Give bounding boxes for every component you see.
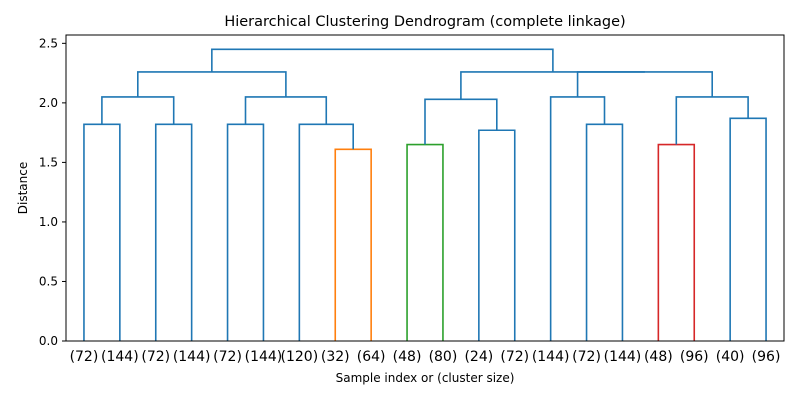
x-tick-label: (144) xyxy=(173,349,211,365)
dendrogram-link-m11 xyxy=(424,98,498,145)
x-axis: (72) (144) (72) (144) (72) (144)(120) (32) (64)… xyxy=(70,349,781,365)
x-tick-label: (24) xyxy=(464,349,493,365)
dendrogram-link-m10 xyxy=(478,129,516,341)
dendrogram-link-m7 xyxy=(244,96,328,125)
dendrogram-link-m12 xyxy=(585,123,624,341)
y-axis: 0.0 0.5 1.0 1.5 2.0 2.5 xyxy=(39,36,66,348)
x-tick-label: (40) xyxy=(716,349,745,365)
y-axis-label: Distance xyxy=(16,162,30,214)
dendrogram-link-m4 xyxy=(226,123,265,341)
x-tick-label: (72) xyxy=(141,349,170,365)
dendrogram-link-m13 xyxy=(549,96,606,341)
x-tick-label: (144) xyxy=(604,349,642,365)
y-tick-label: 0.0 xyxy=(39,334,58,348)
y-tick-label: 2.0 xyxy=(39,96,58,110)
dendrogram-link-m9 xyxy=(406,143,444,341)
x-tick-label: (96) xyxy=(680,349,709,365)
dendrogram-link-m1 xyxy=(83,123,121,341)
x-tick-label: (48) xyxy=(393,349,422,365)
y-tick-label: 0.5 xyxy=(39,274,58,288)
x-axis-label: Sample index or (cluster size) xyxy=(336,371,515,385)
dendrogram-link-m16 xyxy=(675,96,749,145)
x-tick-label: (72) xyxy=(70,349,99,365)
x-tick-label: (32) xyxy=(321,349,350,365)
dendrogram-link-m19 xyxy=(211,48,554,72)
y-tick-label: 1.0 xyxy=(39,215,58,229)
x-tick-label: (120) xyxy=(281,349,319,365)
dendrogram-link-m8 xyxy=(137,71,287,97)
x-tick-label: (72) xyxy=(572,349,601,365)
dendrogram-link-m18 xyxy=(460,71,645,100)
x-tick-label: (72) xyxy=(500,349,529,365)
x-tick-label: (48) xyxy=(644,349,673,365)
plot-area xyxy=(83,48,767,341)
dendrogram-link-m6 xyxy=(298,123,355,341)
dendrogram-link-m14 xyxy=(657,143,696,341)
y-tick-label: 1.5 xyxy=(39,155,58,169)
plot-frame xyxy=(65,34,785,342)
x-tick-label: (144) xyxy=(101,349,139,365)
dendrogram-link-m5 xyxy=(334,148,372,341)
dendrogram-link-m15 xyxy=(729,117,767,341)
dendrogram-link-m2 xyxy=(154,123,193,341)
dendrogram-link-m17 xyxy=(576,71,714,97)
x-tick-label: (96) xyxy=(752,349,781,365)
x-tick-label: (144) xyxy=(532,349,570,365)
x-tick-label: (80) xyxy=(429,349,458,365)
dendrogram-link-m3 xyxy=(101,96,175,125)
x-tick-label: (144) xyxy=(245,349,283,365)
chart-title: Hierarchical Clustering Dendrogram (comp… xyxy=(224,14,625,30)
x-tick-label: (64) xyxy=(357,349,386,365)
x-tick-label: (72) xyxy=(213,349,242,365)
y-tick-label: 2.5 xyxy=(39,36,58,50)
